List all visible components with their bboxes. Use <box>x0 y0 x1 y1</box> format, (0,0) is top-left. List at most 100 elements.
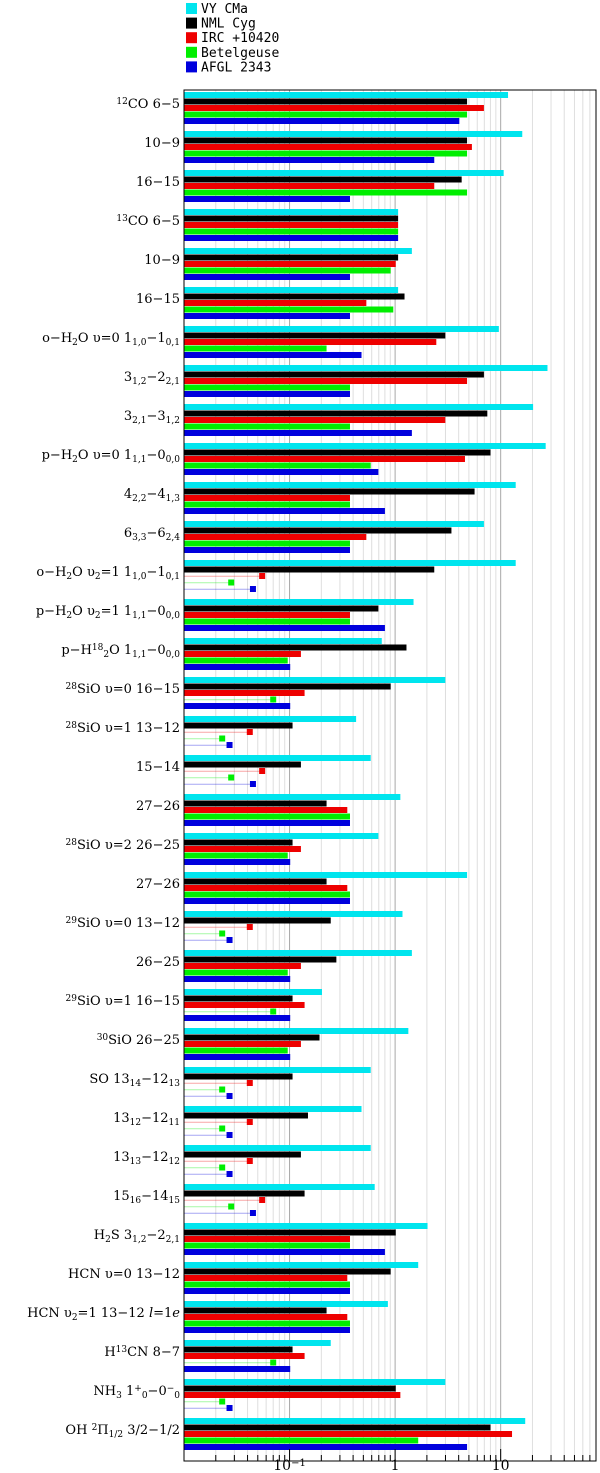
bar-body <box>184 560 513 566</box>
bar-body <box>184 267 388 274</box>
bar-7-afgl <box>184 391 350 397</box>
bar-body <box>184 462 368 469</box>
row-label-25: SO 1314−1213 <box>89 1072 180 1089</box>
bar-8-irc <box>184 417 446 423</box>
row-label-8: 32,1−31,2 <box>124 409 180 426</box>
bar-value-marker <box>350 716 357 722</box>
bar-value-marker <box>364 462 371 469</box>
row-label-14: p−H182O 11,1−00,0 <box>61 643 180 660</box>
bar-body <box>184 1281 347 1288</box>
bar-33-nml <box>184 1385 396 1392</box>
bar-2-bet <box>184 189 468 196</box>
bar-2-afgl <box>184 196 350 202</box>
bar-value-marker <box>324 917 331 924</box>
bar-body <box>184 1431 510 1437</box>
bar-body <box>184 417 443 423</box>
bar-body <box>184 1392 398 1398</box>
bar-value-marker <box>226 937 233 943</box>
bar-22-bet <box>184 969 288 976</box>
bar-15-afgl <box>184 703 291 709</box>
bar-21-afgl <box>184 937 233 943</box>
bar-body <box>184 690 302 696</box>
bar-body <box>184 352 359 358</box>
bar-14-irc <box>184 651 301 657</box>
bar-body <box>184 150 465 157</box>
bar-15-bet <box>184 696 277 703</box>
bar-1-irc <box>184 144 472 150</box>
bar-body <box>184 1054 288 1060</box>
x-axis-ticks <box>215 1449 591 1461</box>
bar-body <box>184 384 347 391</box>
bar-10-nml <box>184 488 475 495</box>
bar-body <box>184 547 347 553</box>
bar-21-vy <box>184 911 403 917</box>
bar-body <box>184 1145 368 1151</box>
bar-8-nml <box>184 410 488 417</box>
bar-body <box>184 371 481 378</box>
bar-body <box>184 1151 298 1158</box>
bar-body <box>184 293 402 300</box>
row-label-5: 16−15 <box>136 292 180 307</box>
bar-13-vy <box>184 599 414 605</box>
bar-14-nml <box>184 644 407 651</box>
bar-body <box>184 703 288 709</box>
bar-body <box>184 527 449 534</box>
bar-26-vy <box>184 1106 362 1112</box>
bar-24-irc <box>184 1041 301 1047</box>
bar-3-irc <box>184 222 399 228</box>
row-label-21: 29SiO υ=0 13−12 <box>66 916 180 931</box>
bar-body <box>184 1184 372 1190</box>
bar-4-irc <box>184 261 396 267</box>
bar-body <box>184 1353 302 1359</box>
bar-34-nml <box>184 1424 491 1431</box>
bar-body <box>184 189 465 196</box>
bar-body <box>184 976 288 982</box>
row-label-30: HCN υ=0 13−12 <box>68 1267 180 1282</box>
bar-body <box>184 339 434 345</box>
bar-body <box>184 1424 488 1431</box>
bar-18-nml <box>184 800 327 807</box>
bar-value-marker <box>226 1171 233 1177</box>
bar-body <box>184 1047 285 1054</box>
bar-body <box>184 137 465 144</box>
bar-10-vy <box>184 482 516 488</box>
bar-body <box>184 430 409 436</box>
bar-value-marker <box>219 735 226 742</box>
bar-body <box>184 332 443 339</box>
bar-20-afgl <box>184 898 350 904</box>
bar-31-irc <box>184 1314 348 1320</box>
bar-body <box>184 755 368 761</box>
bar-10-bet <box>184 501 350 508</box>
bar-body <box>184 1249 382 1255</box>
bar-26-irc <box>184 1119 253 1125</box>
bar-23-bet <box>184 1008 277 1015</box>
bar-body <box>184 657 285 664</box>
bar-body <box>184 254 396 261</box>
bar-value-marker <box>519 1418 526 1424</box>
bar-value-marker <box>396 911 403 917</box>
legend-swatch-3 <box>186 46 197 58</box>
bar-12-bet <box>184 579 235 586</box>
bar-body <box>184 898 347 904</box>
bar-26-afgl <box>184 1132 233 1138</box>
bar-body <box>184 911 400 917</box>
bar-7-bet <box>184 384 350 391</box>
bar-body <box>184 963 298 969</box>
row-label-18: 27−26 <box>136 799 180 814</box>
x-axis-tick-labels: 10−1 1 10 <box>273 1458 509 1473</box>
bar-18-bet <box>184 813 350 820</box>
bar-body <box>184 118 457 124</box>
bar-9-vy <box>184 443 546 449</box>
bar-8-bet <box>184 423 350 430</box>
bar-body <box>184 157 432 163</box>
bar-body <box>184 1314 345 1320</box>
bar-body <box>184 235 396 241</box>
bar-body <box>184 482 513 488</box>
bar-5-bet <box>184 306 394 313</box>
bar-31-bet <box>184 1320 350 1327</box>
bar-3-vy <box>184 209 399 215</box>
bar-body <box>184 950 409 956</box>
bar-body <box>184 612 347 618</box>
bar-17-afgl <box>184 781 256 787</box>
bar-34-bet <box>184 1437 419 1444</box>
